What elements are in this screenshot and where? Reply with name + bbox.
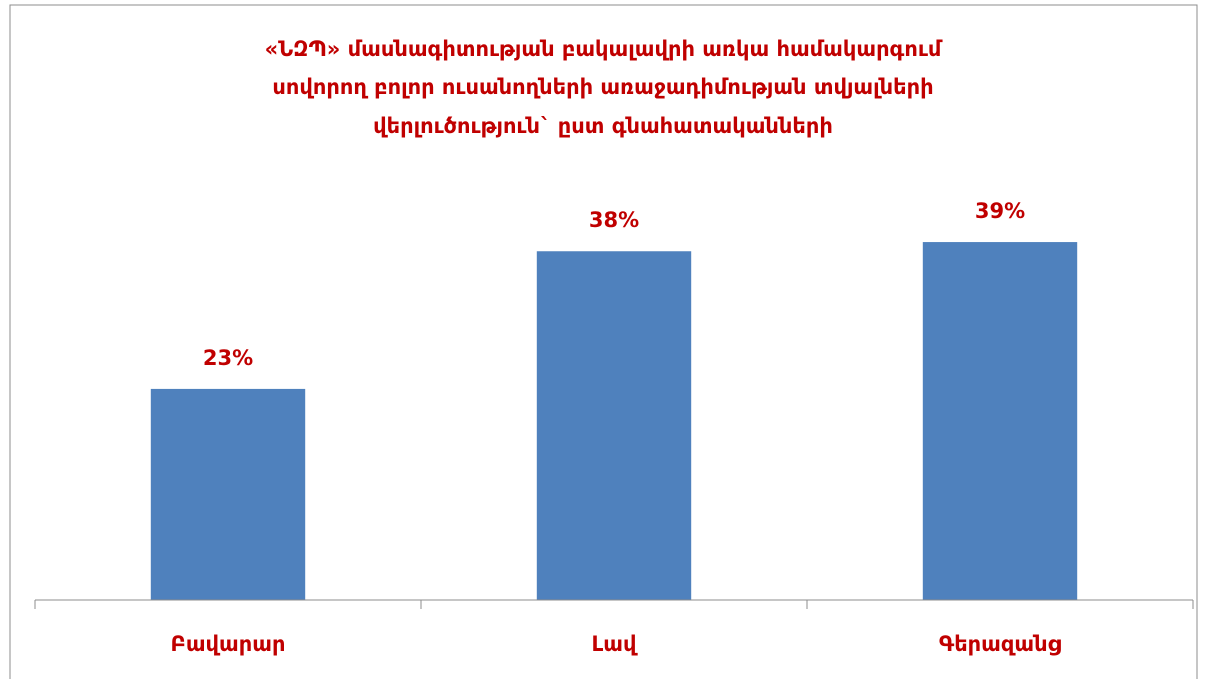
chart-title: «ՆԶՊ» մասնագիտության բակալավրի առկա համա… xyxy=(265,37,943,61)
chart-title: վերլուծություն` ըստ գնահատականների xyxy=(373,114,833,138)
x-tick-label: Լավ xyxy=(592,632,638,656)
value-label: 38% xyxy=(589,208,639,232)
bar xyxy=(150,388,306,600)
value-label: 23% xyxy=(203,346,253,370)
x-tick-label: Բավարար xyxy=(171,632,286,656)
x-tick-label: Գերազանց xyxy=(939,632,1062,656)
bar xyxy=(922,242,1078,601)
value-label: 39% xyxy=(975,199,1025,223)
bar xyxy=(536,251,692,600)
chart-title: սովորող բոլոր ուսանողների առաջադիմության… xyxy=(272,75,933,99)
